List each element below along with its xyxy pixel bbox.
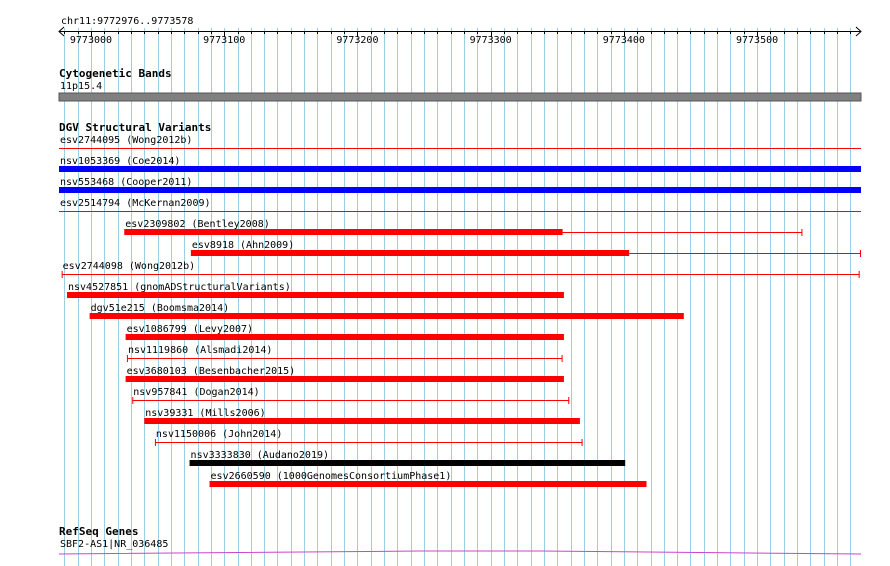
dgv-feature-label[interactable]: esv3680103 (Besenbacher2015) [126,366,296,377]
dgv-feature-glyph [132,397,570,404]
refseq-gene-label[interactable]: SBF2-AS1|NR_036485 [60,539,169,550]
refseq-track-title[interactable]: RefSeq Genes [59,525,139,538]
dgv-feature-glyph [209,481,647,487]
dgv-track-title[interactable]: DGV Structural Variants [59,121,212,134]
dgv-feature-glyph [124,229,803,236]
ruler-tick-label: 9773300 [469,35,512,46]
variant-bar [125,376,564,382]
dgv-feature-glyph [59,187,861,193]
variant-bar [59,187,861,193]
ruler-tick-label: 9773500 [736,35,779,46]
dgv-feature-glyph [154,439,583,446]
region-label: chr11:9772976..9773578 [61,16,194,27]
variant-bar [144,418,580,424]
cytoband-track-title[interactable]: Cytogenetic Bands [59,67,172,80]
dgv-feature-glyph [126,355,563,362]
ruler-left-arrow [58,26,65,37]
ruler-tick-label: 9773100 [203,35,246,46]
dgv-feature-label[interactable]: esv2309802 (Bentley2008) [125,219,270,230]
dgv-feature-glyph [190,250,861,257]
dgv-feature-label[interactable]: nsv39331 (Mills2006) [145,408,266,419]
dgv-feature-glyph [125,376,564,382]
ruler-right-arrow [855,26,862,37]
dgv-feature-glyph [125,334,564,340]
variant-bar [125,334,564,340]
dgv-feature-label[interactable]: nsv1150006 (John2014) [155,429,283,440]
dgv-feature-label[interactable]: esv2744098 (Wong2012b) [62,261,196,272]
variant-bar [189,460,626,466]
dgv-feature-label[interactable]: nsv4527851 (gnomADStructuralVariants) [67,282,291,293]
variant-bar [89,313,684,319]
dgv-feature-glyph [89,313,684,319]
ruler-tick-label: 9773000 [69,35,113,46]
ruler-tick-label: 9773200 [336,35,379,46]
dgv-feature-label[interactable]: esv2514794 (McKernan2009) [60,198,211,209]
dgv-feature-glyph [59,166,861,172]
variant-bar [190,250,630,256]
dgv-feature-label[interactable]: esv2744095 (Wong2012b) [60,135,193,146]
ruler-tick-label: 9773400 [602,35,645,46]
variant-bar [59,166,861,172]
dgv-feature-glyph [61,271,860,278]
variant-bar [209,481,647,487]
dgv-feature-label[interactable]: esv2660590 (1000GenomesConsortiumPhase1) [210,471,452,482]
dgv-feature-glyph [144,418,580,424]
dgv-feature-label[interactable]: nsv553468 (Cooper2011) [60,177,193,188]
variant-bar [66,292,564,298]
cytoband-label: 11p15.4 [60,81,103,92]
dgv-feature-label[interactable]: esv8918 (Ahn2009) [191,240,295,251]
dgv-feature-label[interactable]: nsv1119860 (Alsmadi2014) [127,345,273,356]
refseq-gene-line [58,550,862,555]
dgv-feature-label[interactable]: nsv3333830 (Audano2019) [190,450,330,461]
dgv-feature-label[interactable]: nsv957841 (Dogan2014) [133,387,260,398]
cytoband-bar [58,92,862,102]
dgv-feature-label[interactable]: nsv1053369 (Coe2014) [60,156,181,167]
dgv-feature-label[interactable]: dgv51e215 (Boomsma2014) [90,303,230,314]
variant-bar [124,229,563,235]
dgv-feature-glyph [66,292,564,298]
dgv-feature-glyph [189,460,626,466]
dgv-feature-label[interactable]: esv1086799 (Levy2007) [126,324,254,335]
